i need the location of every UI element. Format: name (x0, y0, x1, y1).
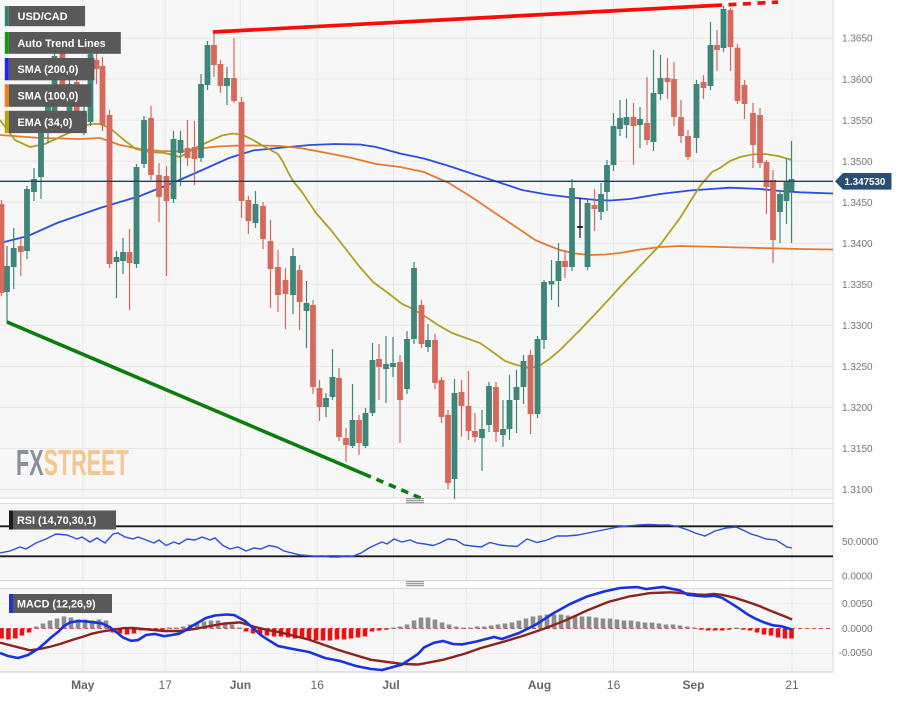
svg-text:1.3150: 1.3150 (842, 444, 873, 455)
svg-text:0.0000: 0.0000 (842, 624, 873, 635)
svg-text:Jun: Jun (230, 678, 251, 692)
svg-text:1.3250: 1.3250 (842, 362, 873, 373)
svg-text:0.0000: 0.0000 (842, 572, 873, 583)
svg-text:Sep: Sep (682, 678, 704, 692)
svg-text:MACD (12,26,9): MACD (12,26,9) (17, 599, 96, 611)
svg-text:RSI (14,70,30,1): RSI (14,70,30,1) (17, 515, 97, 527)
svg-text:1.3200: 1.3200 (842, 403, 873, 414)
svg-text:0.0050: 0.0050 (842, 599, 873, 610)
svg-text:EMA (34,0): EMA (34,0) (18, 117, 73, 129)
svg-text:May: May (71, 678, 95, 692)
svg-text:1.3550: 1.3550 (842, 116, 873, 127)
svg-text:1.3500: 1.3500 (842, 157, 873, 168)
svg-text:1.3300: 1.3300 (842, 321, 873, 332)
svg-text:50.0000: 50.0000 (842, 537, 879, 548)
svg-text:16: 16 (607, 678, 621, 692)
svg-text:1.347530: 1.347530 (845, 177, 886, 188)
svg-text:1.3600: 1.3600 (842, 75, 873, 86)
svg-text:Auto Trend Lines: Auto Trend Lines (18, 38, 106, 50)
svg-text:16: 16 (311, 678, 325, 692)
svg-text:17: 17 (159, 678, 173, 692)
svg-text:Jul: Jul (382, 678, 399, 692)
svg-text:USD/CAD: USD/CAD (18, 11, 68, 23)
svg-text:1.3450: 1.3450 (842, 198, 873, 209)
svg-text:1.3650: 1.3650 (842, 34, 873, 45)
svg-text:-0.0050: -0.0050 (839, 648, 873, 659)
svg-text:21: 21 (785, 678, 799, 692)
svg-text:1.3400: 1.3400 (842, 239, 873, 250)
svg-text:SMA (100,0): SMA (100,0) (18, 91, 79, 103)
svg-text:1.3350: 1.3350 (842, 280, 873, 291)
svg-text:FXSTREET: FXSTREET (16, 443, 129, 483)
svg-text:SMA (200,0): SMA (200,0) (18, 64, 79, 76)
svg-text:Aug: Aug (528, 678, 551, 692)
svg-text:1.3100: 1.3100 (842, 485, 873, 496)
